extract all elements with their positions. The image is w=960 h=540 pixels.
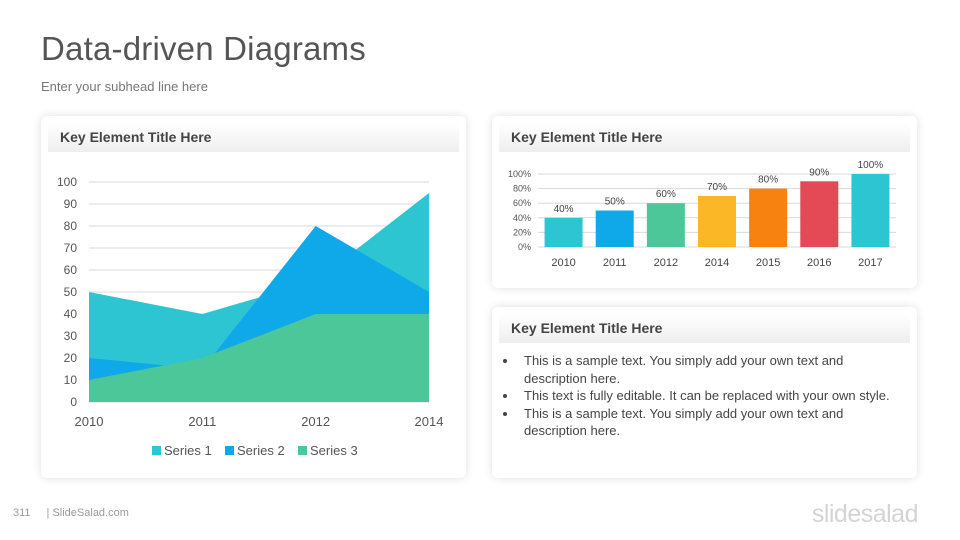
x-tick-label: 2011 bbox=[188, 414, 216, 429]
legend-label: Series 2 bbox=[237, 443, 285, 458]
bar-chart-card: Key Element Title Here 0% 20% 40% 60% 80% 100… bbox=[492, 116, 917, 288]
x-tick-label: 2014 bbox=[705, 257, 729, 269]
y-tick-label: 70 bbox=[64, 241, 78, 255]
footer: 311 | SlideSalad.com bbox=[13, 507, 129, 519]
y-tick-label: 40% bbox=[513, 213, 531, 223]
legend-label: Series 1 bbox=[164, 443, 212, 458]
y-tick-label: 100 bbox=[57, 175, 77, 189]
y-tick-label: 40 bbox=[64, 307, 78, 321]
y-tick-label: 90 bbox=[64, 197, 78, 211]
x-tick-label: 2015 bbox=[756, 257, 780, 269]
x-tick-label: 2017 bbox=[858, 257, 882, 269]
brand-logo: slidesalad bbox=[811, 500, 919, 528]
y-tick-label: 20% bbox=[513, 227, 531, 237]
text-card: Key Element Title Here This is a sample … bbox=[492, 307, 917, 478]
y-tick-label: 0 bbox=[70, 395, 77, 409]
bar bbox=[595, 210, 634, 247]
card-title: Key Element Title Here bbox=[499, 123, 910, 152]
y-tick-label: 80% bbox=[513, 184, 531, 194]
legend-swatch bbox=[152, 446, 161, 455]
bullet-list: This is a sample text. You simply add yo… bbox=[499, 352, 905, 440]
y-tick-label: 80 bbox=[64, 219, 78, 233]
footer-site: | SlideSalad.com bbox=[46, 507, 129, 519]
bar bbox=[698, 195, 736, 247]
x-tick-label: 2010 bbox=[75, 414, 104, 429]
data-label: 70% bbox=[707, 182, 727, 193]
page-title: Data-driven Diagrams bbox=[41, 30, 366, 67]
area-chart: 0 10 20 30 40 50 60 70 80 90 100 2010 2011 2012 2014 Se… bbox=[57, 175, 444, 458]
y-tick-label: 10 bbox=[64, 373, 78, 387]
bar bbox=[749, 188, 788, 247]
data-label: 90% bbox=[809, 167, 829, 178]
x-tick-label: 2010 bbox=[551, 257, 575, 269]
data-label: 50% bbox=[605, 197, 625, 208]
y-tick-label: 60 bbox=[64, 263, 78, 277]
page-number: 311 bbox=[13, 507, 31, 519]
x-tick-label: 2014 bbox=[415, 414, 444, 429]
data-label: 100% bbox=[858, 160, 884, 171]
bullet-item: This text is fully editable. It can be r… bbox=[518, 387, 905, 405]
bar bbox=[800, 181, 839, 247]
y-tick-label: 30 bbox=[64, 329, 78, 343]
bar-chart: 0% 20% 40% 60% 80% 100% 40% 2010 50% 2011 60% 2012 7… bbox=[508, 160, 896, 269]
legend-swatch bbox=[298, 446, 307, 455]
x-tick-label: 2016 bbox=[807, 257, 831, 269]
y-tick-label: 60% bbox=[513, 198, 531, 208]
bar bbox=[544, 217, 583, 247]
bar bbox=[851, 174, 890, 247]
y-tick-label: 0% bbox=[518, 242, 531, 252]
card-title: Key Element Title Here bbox=[48, 123, 459, 152]
area-series-3 bbox=[89, 314, 429, 402]
legend-label: Series 3 bbox=[310, 443, 358, 458]
legend-swatch bbox=[225, 446, 234, 455]
y-tick-label: 100% bbox=[508, 169, 531, 179]
data-label: 80% bbox=[758, 175, 778, 186]
bullet-item: This is a sample text. You simply add yo… bbox=[518, 405, 905, 440]
page-subtitle: Enter your subhead line here bbox=[41, 79, 208, 94]
y-tick-label: 20 bbox=[64, 351, 78, 365]
x-tick-label: 2011 bbox=[603, 257, 627, 269]
x-tick-label: 2012 bbox=[654, 257, 678, 269]
bullet-item: This is a sample text. You simply add yo… bbox=[518, 352, 905, 387]
data-label: 60% bbox=[656, 189, 676, 200]
data-label: 40% bbox=[554, 204, 574, 215]
area-chart-card: Key Element Title Here 0 10 20 30 40 50 60 70 80… bbox=[41, 116, 466, 478]
bar bbox=[646, 203, 685, 247]
y-tick-label: 50 bbox=[64, 285, 78, 299]
x-tick-label: 2012 bbox=[301, 414, 330, 429]
card-title: Key Element Title Here bbox=[499, 314, 910, 343]
